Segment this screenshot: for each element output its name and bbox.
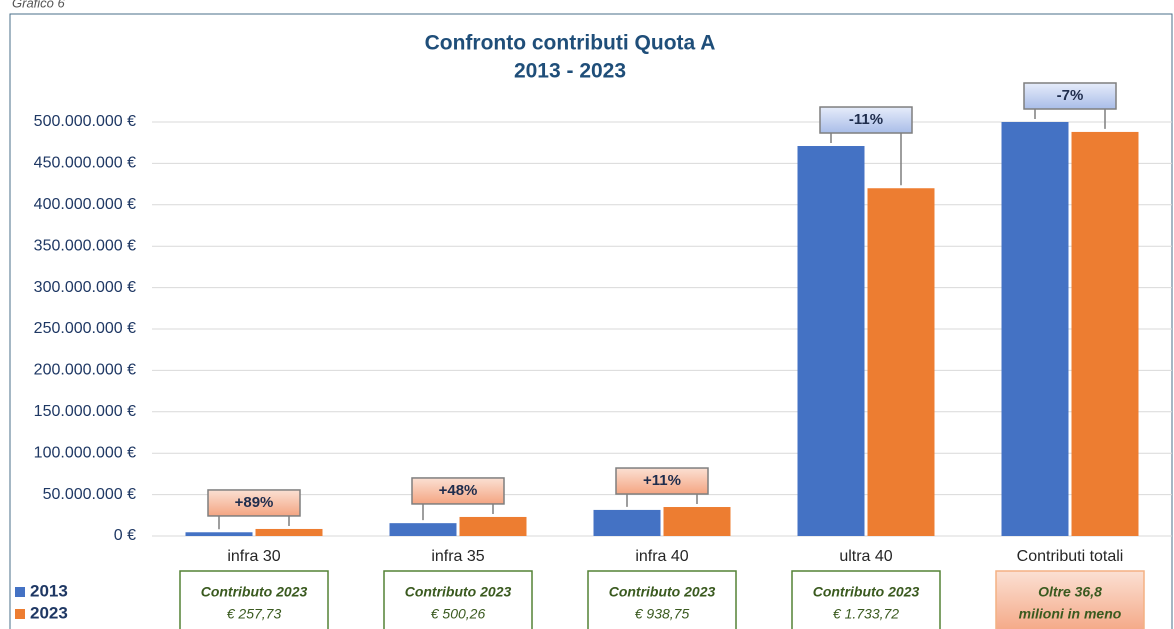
bar <box>867 188 935 537</box>
bar <box>1071 131 1139 536</box>
change-box <box>615 467 709 495</box>
note-text: € 1.733,72 <box>833 606 899 622</box>
change-box <box>1023 82 1117 110</box>
y-tick-label: 400.000.000 € <box>34 196 136 213</box>
caption: Grafico 6 <box>12 0 66 10</box>
y-tick-label: 450.000.000 € <box>34 155 136 172</box>
note-box <box>995 570 1145 629</box>
y-tick-label: 50.000.000 € <box>43 486 137 503</box>
note-text: Contributo 2023 <box>201 584 308 600</box>
chart-title: Confronto contributi Quota A <box>425 32 716 55</box>
change-label: -7% <box>1057 87 1084 104</box>
y-tick-label: 150.000.000 € <box>34 403 136 420</box>
bar <box>255 528 323 536</box>
y-tick-label: 200.000.000 € <box>34 362 136 379</box>
y-tick-label: 350.000.000 € <box>34 237 136 254</box>
y-tick-label: 100.000.000 € <box>34 444 136 461</box>
note-box <box>179 570 329 629</box>
legend-label: 2013 <box>30 581 68 600</box>
change-label: -11% <box>849 111 883 128</box>
note-box <box>587 570 737 629</box>
note-text: milioni in meno <box>1019 606 1122 622</box>
bar <box>797 146 865 536</box>
change-box <box>411 477 505 505</box>
bar <box>389 523 457 536</box>
bar <box>593 509 661 536</box>
x-tick-label: infra 40 <box>635 548 688 565</box>
note-text: € 500,26 <box>431 606 486 622</box>
legend-swatch <box>15 587 25 597</box>
change-label: +48% <box>439 482 478 499</box>
bar <box>663 507 731 536</box>
bar <box>1001 122 1069 536</box>
legend-label: 2023 <box>30 603 68 622</box>
legend-swatch <box>15 609 25 619</box>
note-text: Oltre 36,8 <box>1038 584 1102 600</box>
bar <box>459 516 527 536</box>
x-tick-label: Contributi totali <box>1017 548 1124 565</box>
note-text: Contributo 2023 <box>405 584 512 600</box>
change-box <box>819 106 913 134</box>
note-text: Contributo 2023 <box>609 584 716 600</box>
y-tick-label: 500.000.000 € <box>34 113 136 130</box>
note-box <box>383 570 533 629</box>
x-tick-label: infra 35 <box>431 548 484 565</box>
bar <box>185 532 253 536</box>
change-label: +89% <box>235 494 274 511</box>
y-tick-label: 250.000.000 € <box>34 320 136 337</box>
chart-subtitle: 2013 - 2023 <box>514 60 626 83</box>
y-tick-label: 0 € <box>114 527 136 544</box>
change-label: +11% <box>643 472 681 489</box>
x-tick-label: ultra 40 <box>839 548 892 565</box>
note-text: € 938,75 <box>635 606 690 622</box>
change-box <box>207 489 301 517</box>
frame <box>9 13 1173 629</box>
y-tick-label: 300.000.000 € <box>34 279 136 296</box>
note-text: Contributo 2023 <box>813 584 920 600</box>
note-box <box>791 570 941 629</box>
x-tick-label: infra 30 <box>227 548 280 565</box>
note-text: € 257,73 <box>227 606 282 622</box>
